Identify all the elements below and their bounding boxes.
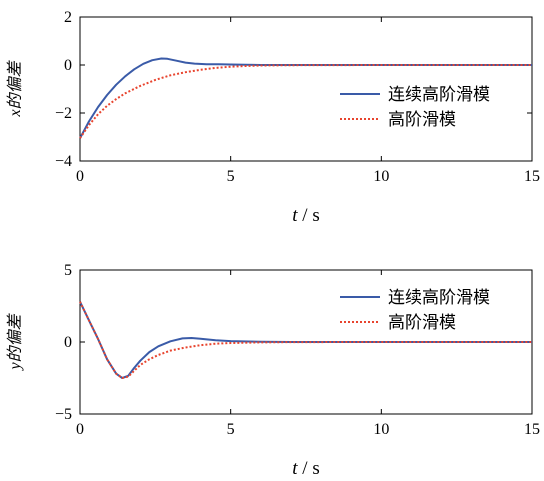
- x-tick-label: 0: [76, 168, 84, 185]
- y-tick-label: 2: [64, 9, 72, 26]
- x-tick-label: 0: [76, 421, 84, 438]
- y-axis-label: y的偏差: [6, 312, 24, 371]
- x-tick-label: 5: [227, 168, 235, 185]
- y-tick-label: −5: [55, 406, 72, 423]
- plot-frame: [79, 16, 533, 162]
- x-tick-label: 15: [524, 421, 540, 438]
- x-tick-label: 10: [373, 168, 389, 185]
- y-axis-label: x的偏差: [6, 59, 24, 117]
- x-axis-label-variable: t: [292, 205, 302, 226]
- y-tick-label: −2: [55, 105, 72, 122]
- x-tick-label: 5: [227, 421, 235, 438]
- series-line-1: [79, 64, 532, 139]
- y-tick-label: −4: [55, 153, 72, 170]
- x-axis-label: t / s: [292, 458, 319, 479]
- legend-label-0: 连续高阶滑模: [388, 288, 490, 308]
- x-tick-label: 15: [524, 168, 540, 185]
- legend-label-0: 连续高阶滑模: [388, 85, 490, 105]
- x-axis-label: t / s: [292, 205, 319, 226]
- x-tick-label: 10: [373, 421, 389, 438]
- y-tick-label: 0: [64, 334, 72, 351]
- x-axis-label-unit: / s: [302, 205, 319, 226]
- x-axis-label-unit: / s: [302, 458, 319, 479]
- y-tick-label: 5: [64, 262, 72, 279]
- y-tick-label: 0: [64, 57, 72, 74]
- series-line-1: [79, 301, 532, 379]
- x-axis-label-variable: t: [292, 458, 302, 479]
- series-line-0: [79, 301, 532, 379]
- legend-label-1: 高阶滑模: [388, 110, 456, 130]
- legend-label-1: 高阶滑模: [388, 313, 456, 333]
